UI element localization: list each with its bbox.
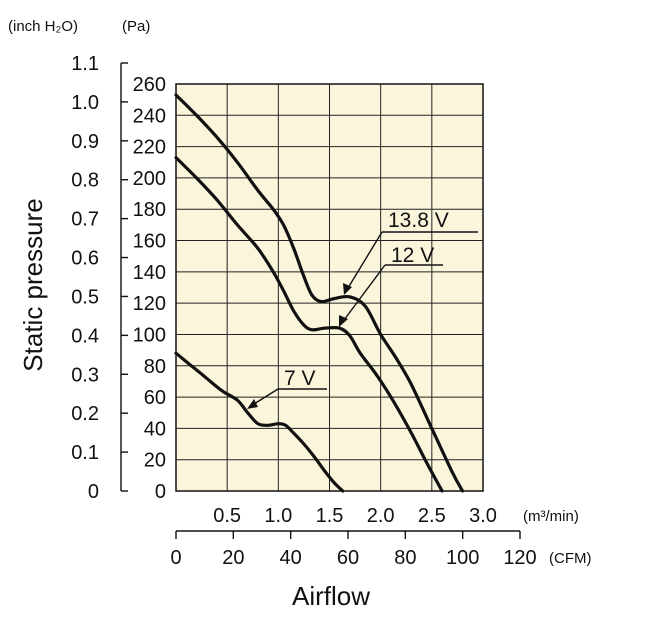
label-7v: 7 V	[284, 367, 316, 390]
m3-tick-label: 0.5	[213, 505, 241, 527]
label-13-8v-leader	[347, 231, 383, 289]
inch-tick-label: 0.5	[71, 286, 99, 308]
label-7v-arrowhead	[247, 399, 258, 409]
label-12v: 12 V	[391, 244, 434, 267]
grid	[176, 84, 483, 491]
m3-unit-label: (m³/min)	[523, 508, 579, 525]
pa-tick-labels: 0 20 40 60 80 100 120 140 160 180 200 220 240 260	[133, 74, 166, 503]
pa-tick-label: 240	[133, 105, 166, 127]
x-axis-title: Airflow	[292, 581, 370, 611]
m3-tick-label: 2.0	[367, 505, 395, 527]
series-line-7-v	[174, 351, 345, 493]
m3-tick-labels: 0.5 1.0 1.5 2.0 2.5 3.0	[213, 505, 497, 527]
label-7v-leader	[253, 388, 279, 405]
series-group	[174, 93, 465, 493]
cfm-unit-label: (CFM)	[549, 550, 591, 567]
inch-tick-label: 0.1	[71, 442, 99, 464]
y-axis-title: Static pressure	[18, 198, 48, 371]
m3-tick-label: 1.0	[264, 505, 292, 527]
pa-tick-label: 100	[133, 324, 166, 346]
inch-tick-label: 0.8	[71, 170, 99, 192]
pa-tick-label: 120	[133, 293, 166, 315]
inch-tick-label: 0.9	[71, 131, 99, 153]
plot-frame	[175, 83, 484, 492]
callout-12v: 12 V	[339, 244, 443, 327]
axes	[120, 62, 521, 539]
cfm-tick-label: 40	[280, 547, 302, 569]
inch-tick-label: 0.2	[71, 403, 99, 425]
pa-tick-label: 80	[144, 356, 166, 378]
pa-tick-label: 260	[133, 74, 166, 96]
pa-tick-label: 20	[144, 450, 166, 472]
inch-tick-label: 0	[88, 481, 99, 503]
cfm-tick-labels: 0 20 40 60 80 100 120	[170, 547, 536, 569]
inch-unit-label: (inch H₂O)	[8, 18, 78, 35]
callout-13-8v: 13.8 V	[343, 209, 478, 295]
cfm-tick-label: 100	[446, 547, 479, 569]
pa-tick-label: 180	[133, 199, 166, 221]
inch-tick-label: 0.3	[71, 364, 99, 386]
inch-tick-label: 0.6	[71, 248, 99, 270]
pa-tick-label: 40	[144, 418, 166, 440]
cfm-tick-label: 60	[337, 547, 359, 569]
label-13-8v-arrowhead	[343, 283, 352, 295]
series-line-12-v	[174, 156, 444, 493]
pa-tick-label: 160	[133, 231, 166, 253]
pa-tick-label: 200	[133, 168, 166, 190]
label-12v-leader	[343, 264, 386, 321]
label-12v-arrowhead	[339, 315, 348, 327]
pa-tick-label: 220	[133, 137, 166, 159]
inch-tick-label: 0.4	[71, 325, 99, 347]
series-line-13-8-v	[174, 93, 465, 493]
inch-tick-label: 1.1	[71, 53, 99, 75]
inch-tick-labels: 0 0.1 0.2 0.3 0.4 0.5 0.6 0.7 0.8 0.9 1.0 1.1	[71, 53, 99, 503]
cfm-tick-label: 80	[394, 547, 416, 569]
m3-tick-label: 1.5	[316, 505, 344, 527]
m3-tick-label: 3.0	[469, 505, 497, 527]
cfm-tick-label: 20	[222, 547, 244, 569]
cfm-tick-label: 120	[503, 547, 536, 569]
inch-tick-label: 0.7	[71, 209, 99, 231]
pa-tick-label: 60	[144, 387, 166, 409]
pa-tick-label: 140	[133, 262, 166, 284]
inch-tick-label: 1.0	[71, 92, 99, 114]
cfm-tick-label: 0	[170, 547, 181, 569]
pa-unit-label: (Pa)	[122, 18, 150, 35]
callout-7v: 7 V	[247, 367, 327, 409]
m3-tick-label: 2.5	[418, 505, 446, 527]
pa-tick-label: 0	[155, 481, 166, 503]
label-13-8v: 13.8 V	[388, 209, 449, 232]
